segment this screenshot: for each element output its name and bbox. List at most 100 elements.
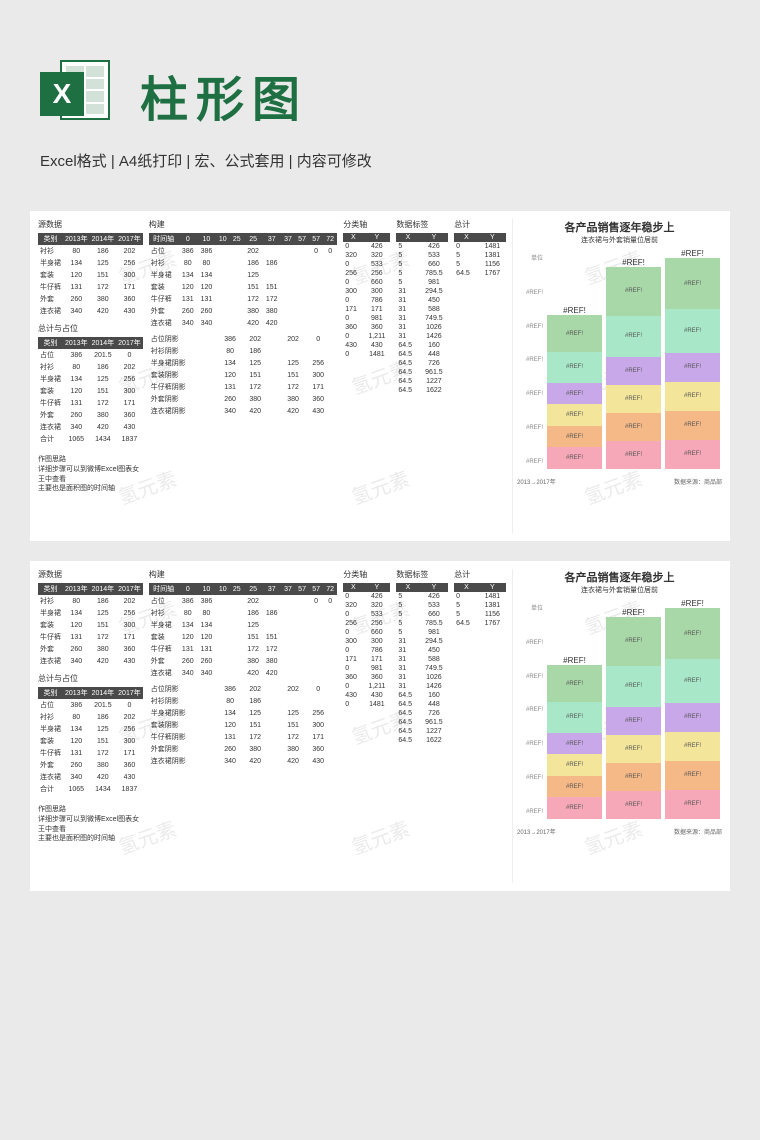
table-cell: 151 bbox=[281, 369, 306, 381]
table-cell: 340 bbox=[63, 421, 90, 433]
axis-label: 分类轴 bbox=[343, 569, 390, 580]
table-cell: 1481 bbox=[479, 242, 506, 251]
chart-stack-total: #REF! bbox=[665, 599, 720, 608]
chart-segment: #REF! bbox=[547, 754, 602, 776]
table-cell: 64.5 bbox=[396, 359, 419, 368]
table-row: 64.5726 bbox=[396, 709, 448, 718]
table-row: 0533 bbox=[343, 260, 390, 269]
table-cell: 430 bbox=[116, 655, 143, 667]
column-header: X bbox=[396, 583, 419, 592]
table-cell: 120 bbox=[178, 631, 197, 643]
column-header: 2017年 bbox=[116, 583, 143, 595]
table-cell bbox=[295, 643, 309, 655]
table-cell: 380 bbox=[262, 305, 281, 317]
table-row: 31450 bbox=[396, 646, 448, 655]
table-cell: 202 bbox=[243, 333, 268, 345]
table-cell bbox=[230, 655, 244, 667]
table-cell: 牛仔裤 bbox=[38, 747, 63, 759]
table-row: 半身裙134125256 bbox=[38, 607, 143, 619]
table-cell: 0 bbox=[343, 260, 363, 269]
column-header: 2013年 bbox=[63, 233, 90, 245]
table-cell: 260 bbox=[197, 305, 216, 317]
table-row: 171171 bbox=[343, 655, 390, 664]
table-cell: 64.5 bbox=[396, 727, 419, 736]
table-cell: 134 bbox=[63, 607, 90, 619]
chart-stack: #REF!#REF!#REF!#REF!#REF!#REF!#REF! bbox=[665, 599, 720, 819]
chart-footer: 2013→2017年 数据来源：商品部 bbox=[517, 827, 722, 836]
table-cell bbox=[262, 245, 281, 257]
table-cell: 64.5 bbox=[396, 700, 419, 709]
table-cell: 300 bbox=[116, 385, 143, 397]
table-cell bbox=[281, 595, 295, 607]
chart-segment: #REF! bbox=[547, 447, 602, 469]
table-cell bbox=[230, 595, 244, 607]
column-header: 37 bbox=[281, 233, 295, 245]
table-cell: 5 bbox=[396, 251, 419, 260]
chart-stack-total: #REF! bbox=[547, 306, 602, 315]
table-cell bbox=[230, 619, 244, 631]
table-cell bbox=[309, 631, 323, 643]
table-row: 半身裙134125256 bbox=[38, 373, 143, 385]
shadow-table: 占位阴影3862022020衬衫阴影80186半身裙阴影134125125256… bbox=[149, 683, 337, 767]
table-cell: 726 bbox=[420, 709, 449, 718]
notes-line-2: 主要也是面积图的时间轴 bbox=[38, 834, 143, 844]
table-cell: 0 bbox=[343, 646, 363, 655]
column-header: Y bbox=[420, 583, 449, 592]
table-cell: 320 bbox=[343, 251, 363, 260]
table-cell: 360 bbox=[116, 293, 143, 305]
table-row: 占位38638620200 bbox=[149, 245, 337, 257]
table-cell: 134 bbox=[178, 269, 197, 281]
table-cell: 201.5 bbox=[90, 349, 117, 361]
table-cell: 961.5 bbox=[420, 718, 449, 727]
table-cell: 160 bbox=[420, 691, 449, 700]
table-cell: 31 bbox=[396, 682, 419, 691]
table-row: 64.5448 bbox=[396, 700, 448, 709]
column-header: 72 bbox=[323, 583, 337, 595]
table-cell: 占位 bbox=[149, 245, 179, 257]
table-row: 64.51227 bbox=[396, 377, 448, 386]
table-row: 0981 bbox=[343, 664, 390, 673]
table-cell: 201.5 bbox=[90, 699, 117, 711]
table-cell: 外套 bbox=[38, 759, 63, 771]
column-header: 57 bbox=[295, 233, 309, 245]
total-table: 类别2013年2014年2017年 占位386201.50衬衫80186202半… bbox=[38, 337, 143, 445]
table-cell: 134 bbox=[63, 373, 90, 385]
table-cell: 套装阴影 bbox=[149, 719, 211, 731]
table-cell bbox=[309, 257, 323, 269]
table-cell bbox=[309, 281, 323, 293]
table-cell: 300 bbox=[116, 619, 143, 631]
table-cell bbox=[331, 345, 337, 357]
column-header: 类别 bbox=[38, 687, 63, 699]
table-cell: 420 bbox=[244, 317, 263, 329]
source-column: 源数据 类别2013年2014年2017年 衬衫80186202半身裙13412… bbox=[38, 219, 143, 533]
table-cell: 64.5 bbox=[396, 718, 419, 727]
table-row: 0660 bbox=[343, 628, 390, 637]
table-cell: 171 bbox=[363, 305, 390, 314]
table-cell bbox=[331, 707, 337, 719]
chart-segment: #REF! bbox=[665, 703, 720, 732]
column-header: 10 bbox=[216, 583, 230, 595]
chart-segment: #REF! bbox=[547, 797, 602, 819]
table-cell: 1434 bbox=[90, 433, 117, 445]
table-row: 牛仔裤131172171 bbox=[38, 397, 143, 409]
table-cell: 300 bbox=[116, 269, 143, 281]
table-cell: 0 bbox=[343, 296, 363, 305]
table-cell: 380 bbox=[244, 655, 263, 667]
table-row: 320320 bbox=[343, 601, 390, 610]
table-cell bbox=[281, 305, 295, 317]
table-row: 5981 bbox=[396, 628, 448, 637]
table-cell: 占位 bbox=[38, 349, 63, 361]
table-row: 连衣裙340420430 bbox=[38, 421, 143, 433]
table-row: 51381 bbox=[454, 251, 506, 260]
table-cell: 1156 bbox=[479, 610, 506, 619]
table-cell bbox=[309, 667, 323, 679]
table-cell: 64.5 bbox=[454, 269, 479, 278]
table-cell: 420 bbox=[244, 667, 263, 679]
table-cell: 260 bbox=[63, 293, 90, 305]
table-cell: 125 bbox=[244, 269, 263, 281]
chart-segment: #REF! bbox=[606, 441, 661, 469]
notes-line-1: 详细步骤可以到微博Excel图表女王中查看 bbox=[38, 815, 143, 835]
column-header: 2017年 bbox=[116, 337, 143, 349]
axis-table: XY 0426320320053325625606603003000786171… bbox=[343, 583, 390, 709]
table-cell bbox=[331, 743, 337, 755]
